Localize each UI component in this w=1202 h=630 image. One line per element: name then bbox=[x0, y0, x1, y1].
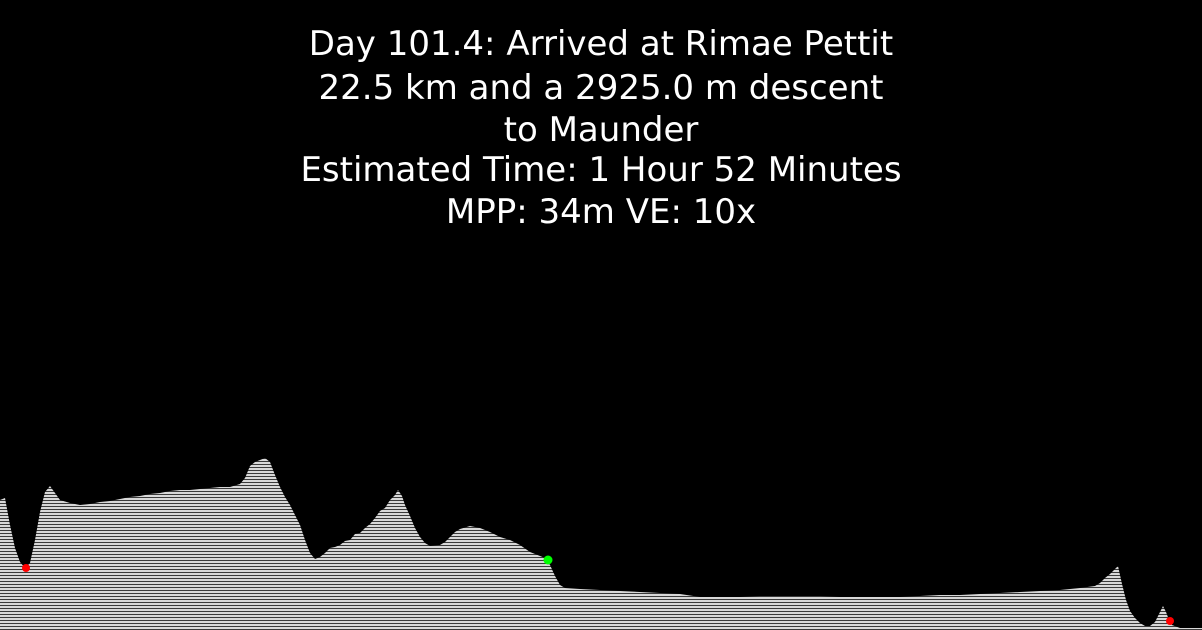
scale-info-text: MPP: 34m VE: 10x bbox=[445, 192, 757, 232]
estimated-time-text: Estimated Time: 1 Hour 52 Minutes bbox=[300, 150, 902, 190]
end-marker bbox=[1166, 617, 1174, 625]
start-marker bbox=[22, 564, 30, 572]
destination-text: to Maunder bbox=[503, 110, 699, 150]
distance-descent-text: 22.5 km and a 2925.0 m descent bbox=[318, 68, 884, 108]
day-arrival-text: Day 101.4: Arrived at Rimae Pettit bbox=[308, 24, 894, 64]
current-position-marker bbox=[543, 555, 553, 565]
route-caption: Day 101.4: Arrived at Rimae Pettit 22.5 … bbox=[0, 22, 1202, 234]
terrain-profile bbox=[0, 458, 1202, 630]
